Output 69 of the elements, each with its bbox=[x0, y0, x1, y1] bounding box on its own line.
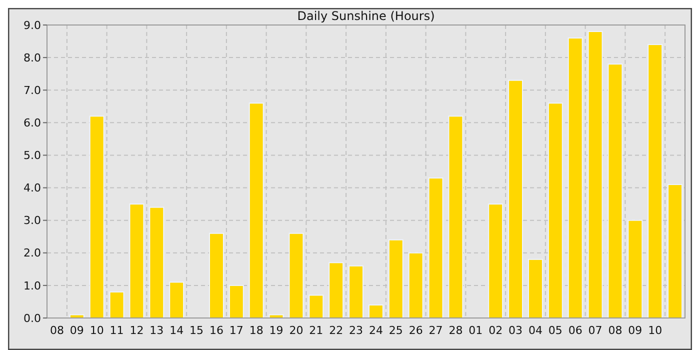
x-tick-label: 27 bbox=[428, 324, 443, 337]
x-tick-label: 13 bbox=[150, 324, 164, 337]
x-tick-label: 07 bbox=[588, 324, 602, 337]
bar bbox=[528, 258, 543, 318]
bar bbox=[129, 204, 144, 318]
bar bbox=[328, 262, 344, 318]
x-tick-label: 03 bbox=[508, 324, 523, 337]
bar bbox=[568, 38, 583, 318]
y-tick-label: 5.0 bbox=[24, 149, 41, 162]
x-tick-label: 28 bbox=[448, 324, 463, 337]
bar bbox=[628, 220, 643, 318]
x-tick-label: 20 bbox=[289, 324, 304, 337]
y-tick-label: 3.0 bbox=[24, 214, 41, 228]
y-tick-label: 6.0 bbox=[24, 116, 41, 130]
y-tick-label: 4.0 bbox=[24, 182, 41, 195]
x-tick-label: 22 bbox=[329, 324, 344, 337]
bar bbox=[608, 64, 623, 318]
x-tick-label: 15 bbox=[190, 324, 204, 337]
x-tick-label: 12 bbox=[130, 324, 144, 337]
bar bbox=[548, 102, 563, 318]
bar bbox=[448, 116, 464, 318]
x-tick-label: 23 bbox=[349, 324, 364, 337]
x-tick-label: 26 bbox=[408, 324, 423, 337]
bar bbox=[348, 265, 364, 318]
y-tick-label: 1.0 bbox=[24, 279, 41, 292]
x-tick-label: 09 bbox=[70, 324, 84, 337]
x-tick-label: 09 bbox=[628, 324, 642, 337]
y-tick-label: 8.0 bbox=[24, 51, 41, 64]
x-tick-label: 11 bbox=[110, 324, 124, 337]
bar bbox=[648, 44, 663, 318]
bar bbox=[368, 304, 384, 318]
x-tick-label: 10 bbox=[90, 324, 104, 337]
x-tick-label: 10 bbox=[648, 324, 662, 337]
x-tick-label: 01 bbox=[468, 324, 483, 337]
x-tick-label: 24 bbox=[368, 324, 383, 337]
bar bbox=[208, 232, 224, 318]
x-tick-label: 04 bbox=[528, 324, 542, 337]
bar bbox=[308, 294, 324, 318]
bar bbox=[228, 284, 244, 318]
x-tick-label: 25 bbox=[388, 324, 403, 337]
x-tick-label: 21 bbox=[309, 324, 324, 337]
y-tick-label: 9.0 bbox=[24, 18, 41, 32]
x-tick-label: 19 bbox=[269, 324, 284, 337]
bar bbox=[248, 102, 264, 318]
x-tick-label: 02 bbox=[488, 324, 503, 337]
bar bbox=[588, 31, 603, 318]
x-tick-label: 16 bbox=[209, 324, 224, 337]
bar bbox=[508, 80, 524, 318]
bar bbox=[488, 204, 504, 318]
x-tick-label: 08 bbox=[608, 324, 622, 337]
y-tick-label: 7.0 bbox=[24, 84, 41, 97]
bar bbox=[169, 282, 184, 318]
bar bbox=[408, 252, 424, 318]
bar bbox=[668, 184, 683, 318]
bar bbox=[288, 232, 304, 318]
x-tick-label: 14 bbox=[170, 324, 184, 337]
bar bbox=[109, 291, 124, 318]
x-tick-label: 06 bbox=[568, 324, 582, 337]
y-tick-label: 0.0 bbox=[24, 312, 41, 325]
x-tick-label: 08 bbox=[50, 324, 64, 337]
bar bbox=[428, 178, 444, 318]
x-tick-label: 05 bbox=[548, 324, 562, 337]
chart-title: Daily Sunshine (Hours) bbox=[297, 9, 435, 23]
bar bbox=[89, 116, 104, 318]
x-tick-label: 17 bbox=[229, 324, 244, 337]
bar bbox=[388, 239, 404, 318]
y-tick-label: 2.0 bbox=[24, 246, 41, 260]
x-tick-label: 18 bbox=[249, 324, 264, 337]
bar bbox=[149, 206, 164, 318]
